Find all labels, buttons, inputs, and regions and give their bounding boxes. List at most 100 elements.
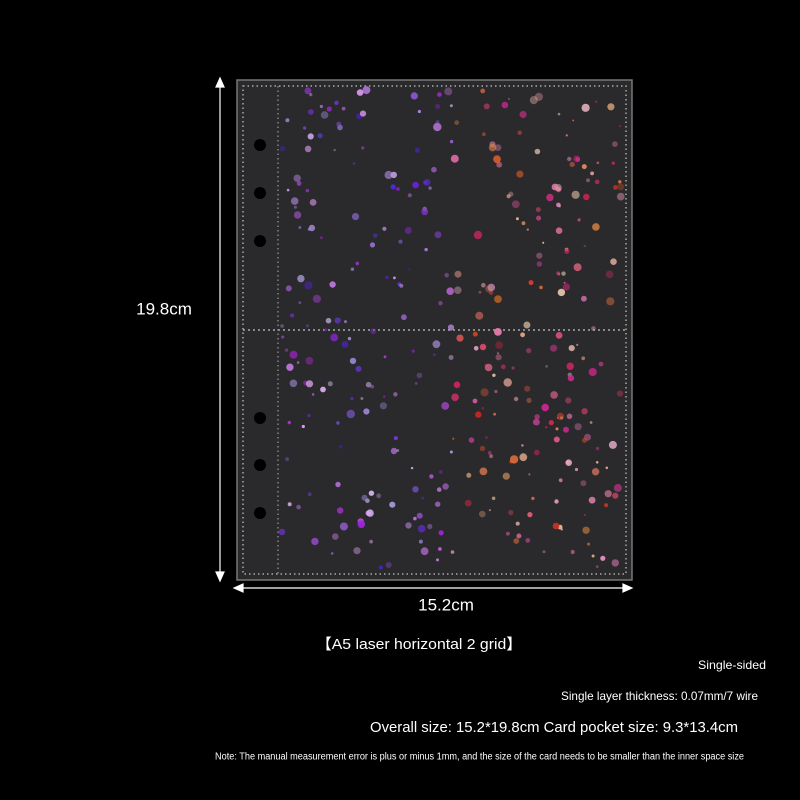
sparkle (436, 558, 439, 562)
sparkle (556, 412, 565, 420)
sparkle (444, 87, 453, 96)
sparkle (606, 297, 615, 306)
sparkle (468, 437, 475, 443)
sparkle (478, 290, 482, 294)
sparkle (436, 487, 442, 492)
sparkle (558, 478, 563, 483)
sparkle (560, 416, 564, 420)
sparkle (569, 161, 575, 168)
sparkle (330, 552, 334, 555)
sparkle (492, 373, 496, 377)
sparkle (563, 426, 569, 433)
sparkle (491, 496, 496, 501)
sparkle (493, 412, 496, 416)
sparkle (494, 389, 498, 394)
sparkle (296, 181, 302, 186)
sparkle (351, 213, 360, 221)
sparkle (312, 294, 321, 303)
sparkle (589, 421, 593, 424)
sparkle (586, 178, 590, 183)
sparkle (574, 467, 579, 472)
sparkle (508, 509, 514, 516)
sparkle (307, 133, 314, 140)
sparkle (437, 92, 442, 97)
thickness-text: Single layer thickness: 0.07mm/7 wire (561, 689, 758, 703)
sparkle (577, 218, 581, 222)
sparkle (407, 193, 412, 198)
sparkle (595, 461, 599, 464)
sparkle (605, 466, 609, 470)
sparkle (565, 134, 568, 137)
sparkle (489, 454, 493, 459)
sparkle (297, 274, 305, 283)
sparkle (487, 451, 492, 455)
sparkle (429, 474, 434, 479)
sparkle (488, 143, 497, 152)
sparkle (405, 522, 412, 529)
sparkle (570, 549, 575, 555)
sparkle (279, 146, 286, 152)
product-title: 【A5 laser horizontal 2 grid】 (316, 636, 522, 653)
sparkle (508, 97, 510, 100)
sparkle (293, 205, 297, 209)
sparkle (488, 509, 491, 512)
sparkle (350, 397, 354, 401)
sparkle (285, 118, 290, 123)
sparkle (479, 343, 487, 351)
sparkle (528, 280, 534, 286)
sparkle (424, 247, 428, 252)
sparkle (385, 275, 389, 280)
sparkle (309, 93, 313, 97)
sparkle (293, 211, 302, 219)
sparkle (573, 263, 582, 272)
sparkle (588, 496, 596, 504)
sparkle (508, 191, 514, 197)
sparkle (527, 511, 533, 518)
sparkle (581, 356, 586, 361)
sparkle (347, 336, 352, 341)
sparkle (317, 133, 323, 139)
sparkle (531, 496, 535, 501)
sparkle (303, 126, 307, 130)
sparkle (414, 147, 420, 153)
sparkle (334, 317, 341, 324)
sparkle (473, 346, 479, 351)
binder-holes (254, 139, 266, 519)
sparkle (595, 100, 598, 103)
sparkle (438, 301, 443, 306)
sparkle (611, 161, 615, 165)
sparkle (289, 379, 298, 388)
sparkle (568, 345, 575, 352)
sparkle (319, 104, 323, 109)
width-label: 15.2cm (418, 595, 474, 614)
sparkle (496, 352, 500, 355)
sparkle (515, 521, 520, 526)
sparkle (534, 148, 541, 155)
sparkle (475, 411, 482, 418)
sparkle (334, 100, 339, 106)
height-arrow (215, 76, 225, 583)
sparkle (383, 355, 387, 359)
sparkle (533, 418, 540, 426)
sparkle (346, 409, 355, 419)
sparkle (393, 436, 398, 441)
sparkle (472, 398, 478, 404)
sparkle (580, 480, 587, 487)
sparkle (311, 537, 319, 546)
sparkle (434, 231, 442, 239)
sparkle (456, 334, 464, 342)
sparkle (605, 270, 614, 279)
sparkle (410, 466, 414, 470)
hole (254, 507, 266, 519)
sparkle (431, 166, 437, 173)
sparkle (506, 531, 510, 536)
sparkle (484, 363, 493, 372)
sparkle (432, 340, 441, 349)
sparkle (454, 120, 460, 126)
sparkle (583, 513, 586, 516)
sparkle (359, 110, 367, 117)
sparkle (290, 197, 299, 205)
sparkle (481, 406, 485, 410)
sparkle (612, 141, 618, 148)
